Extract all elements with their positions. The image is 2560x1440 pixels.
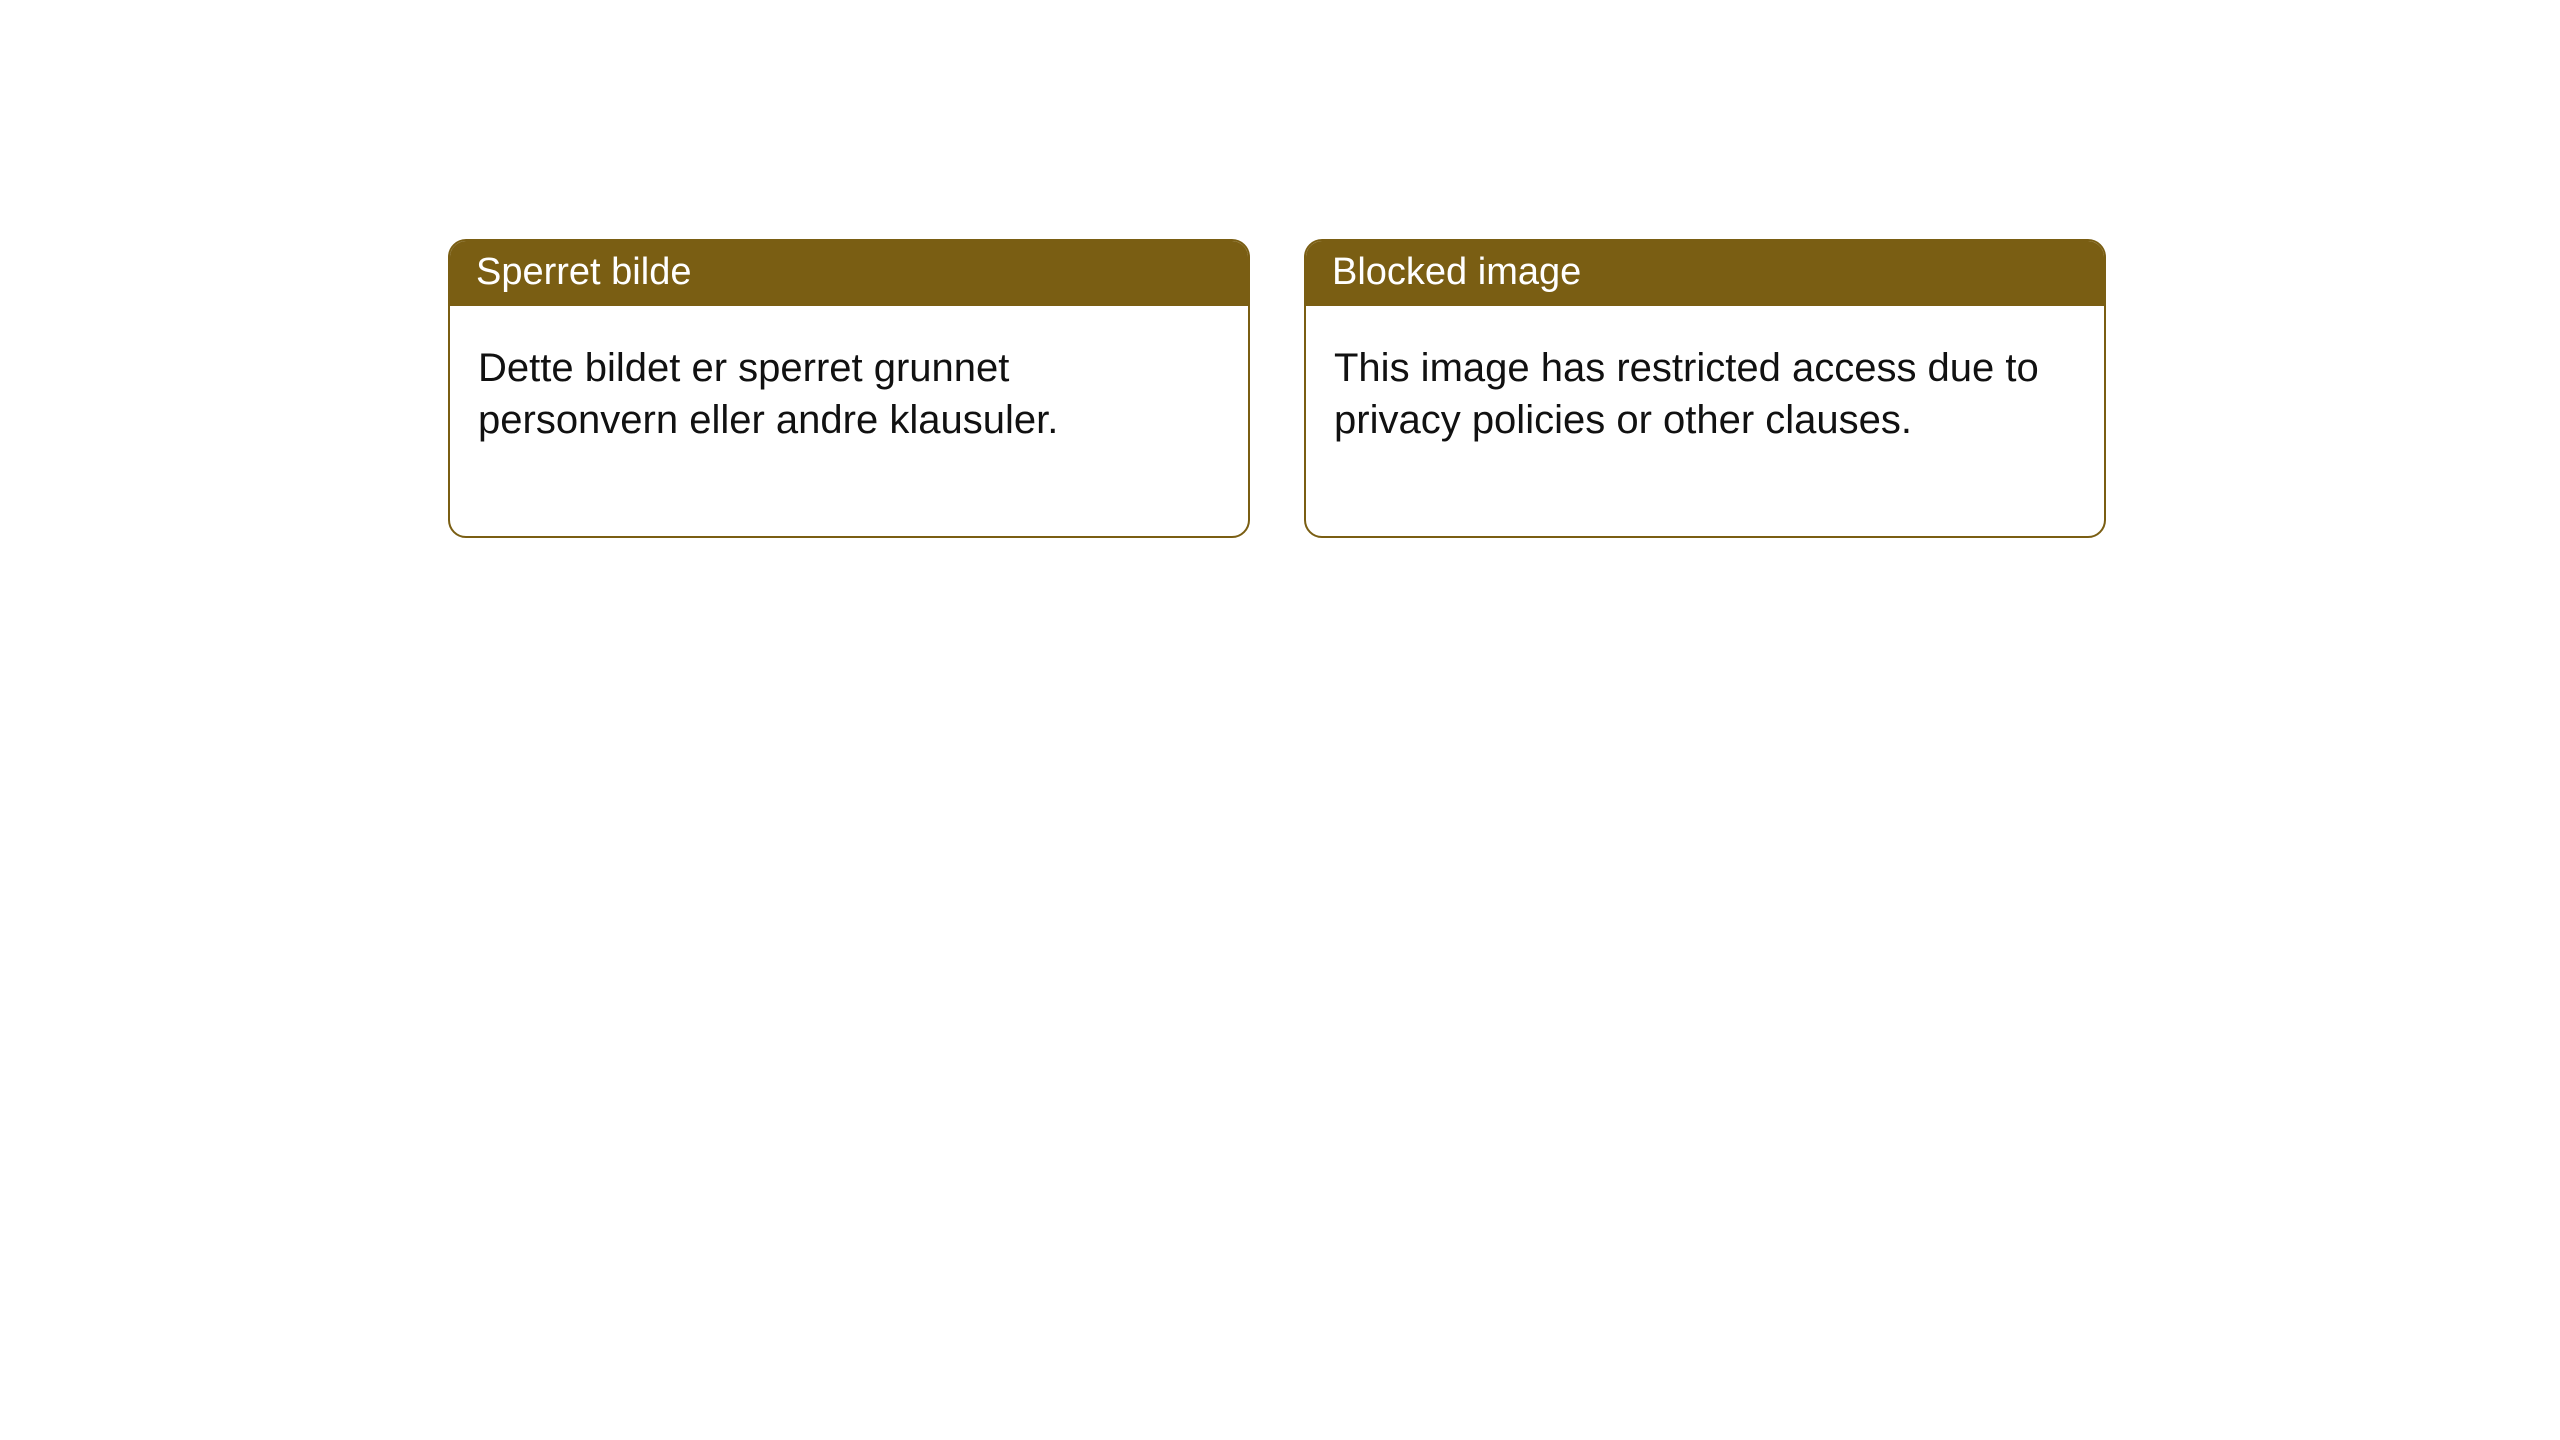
notice-card-norwegian: Sperret bilde Dette bildet er sperret gr…: [448, 239, 1250, 538]
notice-body: Dette bildet er sperret grunnet personve…: [450, 306, 1248, 536]
notice-title: Blocked image: [1306, 241, 2104, 306]
notice-title: Sperret bilde: [450, 241, 1248, 306]
notice-container: Sperret bilde Dette bildet er sperret gr…: [0, 0, 2560, 538]
notice-card-english: Blocked image This image has restricted …: [1304, 239, 2106, 538]
notice-body: This image has restricted access due to …: [1306, 306, 2104, 536]
